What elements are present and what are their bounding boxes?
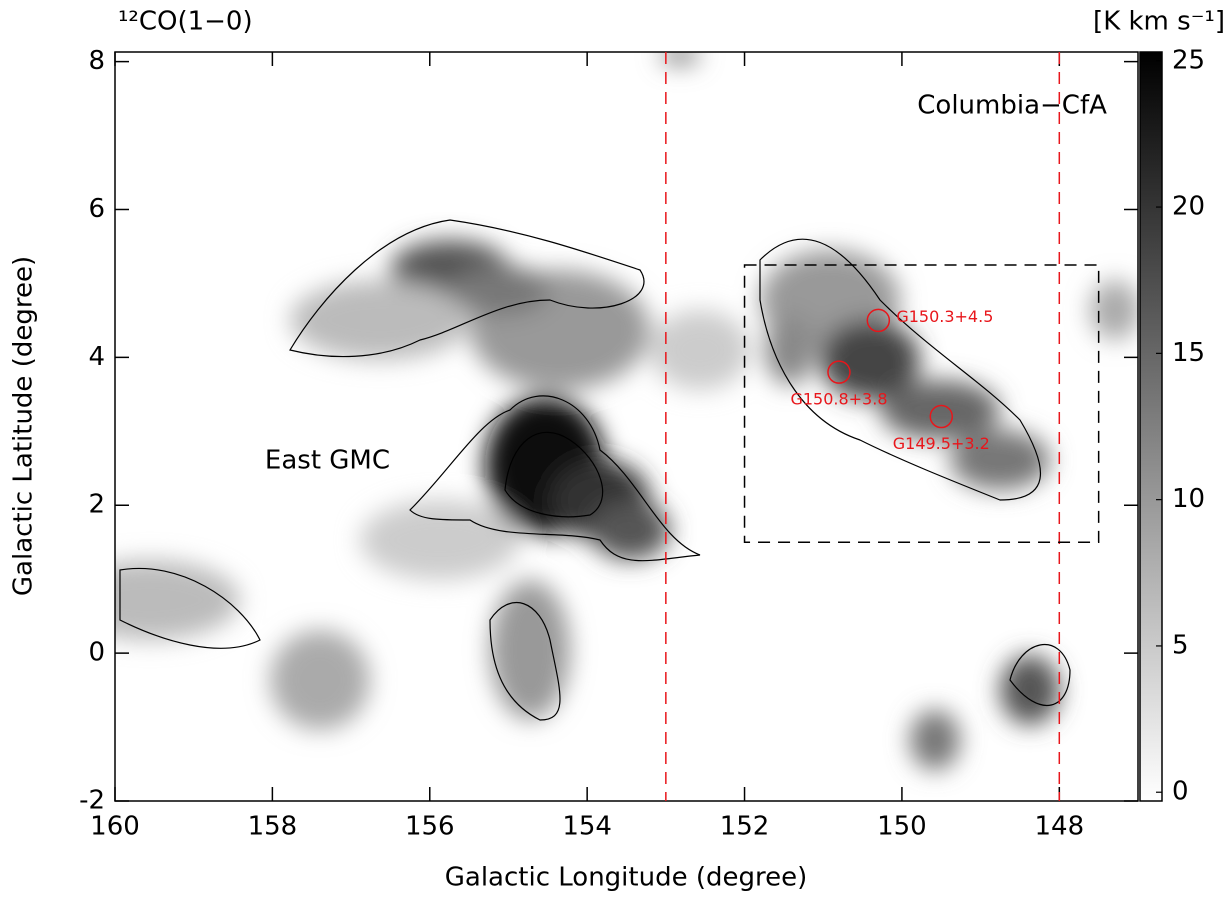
colorbar-tick-label: 5 xyxy=(1172,630,1189,660)
title: ¹²CO(1−0) xyxy=(118,7,253,37)
emission-blob xyxy=(765,315,815,385)
emission-blob xyxy=(270,630,370,730)
x-tick-label: 156 xyxy=(405,812,455,842)
source-label: G149.5+3.2 xyxy=(893,434,990,453)
x-tick-label: 158 xyxy=(248,812,298,842)
source-label: G150.8+3.8 xyxy=(790,390,887,409)
emission-blob xyxy=(290,280,470,360)
emission-blob xyxy=(60,560,240,640)
y-tick-label: -2 xyxy=(79,786,105,816)
colorbar xyxy=(1140,52,1162,801)
colorbar-tick-label: 20 xyxy=(1172,192,1205,222)
colorbar-label: [K km s⁻¹] xyxy=(1093,7,1225,37)
emission-blob xyxy=(880,380,1000,440)
chart: ¹²CO(1−0) [K km s⁻¹] Galactic Longitude … xyxy=(0,0,1231,896)
emission-blob xyxy=(1000,655,1060,725)
x-tick-label: 152 xyxy=(720,812,770,842)
colorbar-tick-label: 25 xyxy=(1172,45,1205,75)
y-tick-label: 2 xyxy=(88,490,105,520)
emission-blob xyxy=(590,500,670,560)
y-tick-label: 4 xyxy=(88,342,105,372)
x-tick-label: 148 xyxy=(1034,812,1084,842)
annotation: Columbia−CfA xyxy=(917,90,1107,120)
colorbar-tick-label: 10 xyxy=(1172,484,1205,514)
y-axis-label: Galactic Latitude (degree) xyxy=(9,256,39,596)
annotation: East GMC xyxy=(265,445,390,475)
x-axis-label: Galactic Longitude (degree) xyxy=(445,863,808,893)
y-tick-label: 0 xyxy=(88,638,105,668)
emission-blob xyxy=(490,580,570,720)
emission-blob xyxy=(650,310,750,390)
colorbar-tick-label: 0 xyxy=(1172,777,1189,807)
emission-blob xyxy=(910,710,960,770)
y-tick-label: 8 xyxy=(88,46,105,76)
x-tick-label: 154 xyxy=(562,812,612,842)
emission-map xyxy=(60,45,1140,770)
emission-blob xyxy=(450,265,550,315)
x-tick-label: 150 xyxy=(877,812,927,842)
y-tick-label: 6 xyxy=(88,194,105,224)
emission-blob xyxy=(360,500,520,580)
colorbar-tick-label: 15 xyxy=(1172,338,1205,368)
x-tick-label: 160 xyxy=(90,812,140,842)
emission-blob xyxy=(1090,280,1140,340)
source-label: G150.3+4.5 xyxy=(896,307,993,326)
